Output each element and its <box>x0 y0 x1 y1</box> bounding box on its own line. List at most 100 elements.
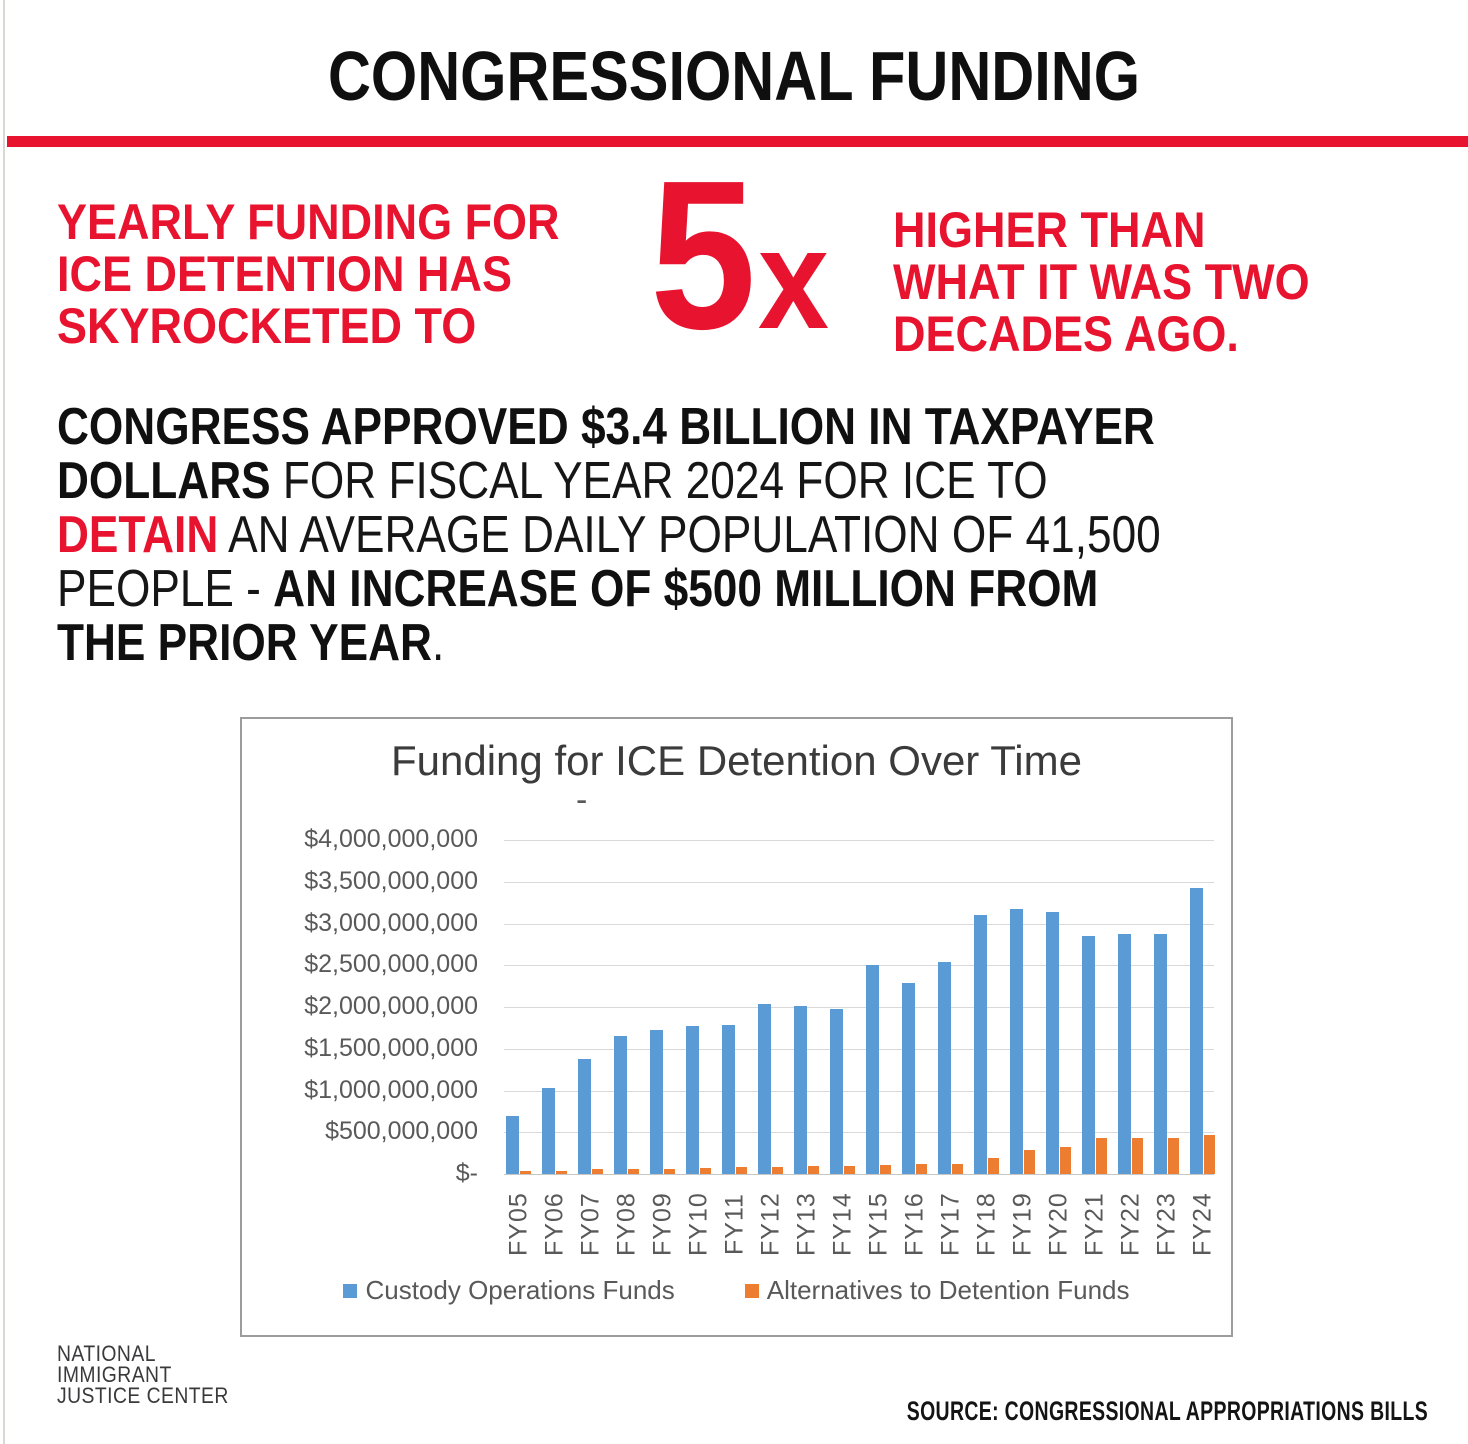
title-divider-rule <box>7 136 1468 147</box>
x-axis-tick-label: FY05 <box>504 1192 533 1256</box>
legend-item-custody: Custody Operations Funds <box>343 1275 675 1306</box>
alternatives-to-detention-bar <box>988 1158 999 1174</box>
x-axis-tick-label: FY24 <box>1188 1192 1217 1256</box>
chart-gridline <box>504 840 1214 841</box>
paragraph-line: DETAIN AN AVERAGE DAILY POPULATION OF 41… <box>57 508 1161 562</box>
paragraph-segment: FOR FISCAL YEAR 2024 FOR ICE TO <box>270 452 1048 510</box>
alternatives-to-detention-bar <box>1204 1135 1215 1174</box>
custody-operations-bar <box>830 1008 843 1174</box>
custody-operations-bar <box>578 1058 591 1174</box>
chart-gridline <box>504 1007 1214 1008</box>
logo-line: JUSTICE CENTER <box>57 1383 229 1408</box>
alternatives-to-detention-bar <box>952 1163 963 1174</box>
bar-chart: Funding for ICE Detention Over Time - Cu… <box>240 717 1233 1337</box>
atd-legend-swatch-icon <box>744 1283 759 1298</box>
chart-title: Funding for ICE Detention Over Time <box>391 737 1082 784</box>
x-axis-tick-label: FY14 <box>828 1192 857 1256</box>
chart-gridline <box>504 965 1214 967</box>
legend-label-atd: Alternatives to Detention Funds <box>766 1275 1130 1305</box>
custody-operations-bar <box>866 965 879 1174</box>
stat-left-text: YEARLY FUNDING FOR ICE DETENTION HAS SKY… <box>57 196 560 352</box>
x-axis-tick-label: FY07 <box>576 1192 605 1256</box>
paragraph-line: DOLLARS FOR FISCAL YEAR 2024 FOR ICE TO <box>57 454 1161 508</box>
chart-gridline <box>504 1132 1214 1134</box>
alternatives-to-detention-bar <box>700 1168 711 1174</box>
custody-operations-bar <box>1082 936 1095 1174</box>
nijc-logo: NATIONAL IMMIGRANT JUSTICE CENTER <box>57 1343 229 1408</box>
paragraph-line: PEOPLE - AN INCREASE OF $500 MILLION FRO… <box>57 562 1161 616</box>
chart-legend: Custody Operations Funds Alternatives to… <box>242 1275 1231 1306</box>
stat-left-line: ICE DETENTION HAS <box>57 246 513 302</box>
alternatives-to-detention-bar <box>844 1165 855 1174</box>
alternatives-to-detention-bar <box>736 1167 747 1174</box>
paragraph-segment: CONGRESS APPROVED $3.4 BILLION IN TAXPAY… <box>57 398 1155 456</box>
chart-stray-dash: - <box>576 781 588 819</box>
alternatives-to-detention-bar <box>628 1168 639 1174</box>
paragraph-segment: AN INCREASE OF $500 MILLION FROM <box>273 560 1099 618</box>
x-axis-tick-label: FY18 <box>972 1192 1001 1256</box>
alternatives-to-detention-bar <box>1132 1137 1143 1174</box>
chart-gridline <box>504 881 1214 883</box>
custody-operations-bar <box>614 1036 627 1174</box>
alternatives-to-detention-bar <box>520 1170 531 1174</box>
paragraph-segment-detain: DETAIN <box>57 506 219 564</box>
body-paragraph: CONGRESS APPROVED $3.4 BILLION IN TAXPAY… <box>57 400 1161 670</box>
legend-label-custody: Custody Operations Funds <box>365 1275 675 1305</box>
y-axis-tick-label: $3,500,000,000 <box>304 866 478 895</box>
alternatives-to-detention-bar <box>1024 1149 1035 1174</box>
y-axis-tick-label: $500,000,000 <box>325 1117 478 1146</box>
paragraph-segment: THE PRIOR YEAR <box>57 614 432 672</box>
custody-operations-bar <box>1154 934 1167 1174</box>
stat-left-line: SKYROCKETED TO <box>57 298 477 354</box>
stat-left-line: YEARLY FUNDING FOR <box>57 194 560 250</box>
x-axis-tick-label: FY10 <box>684 1192 713 1256</box>
y-axis-tick-label: $1,000,000,000 <box>304 1075 478 1104</box>
custody-operations-bar <box>542 1087 555 1174</box>
custody-operations-bar <box>722 1024 735 1174</box>
paragraph-segment: PEOPLE - <box>57 560 274 618</box>
logo-line: IMMIGRANT <box>57 1362 172 1387</box>
paragraph-segment: DOLLARS <box>57 452 271 510</box>
chart-gridline <box>504 1048 1214 1050</box>
custody-operations-bar <box>1190 887 1203 1174</box>
paragraph-line: CONGRESS APPROVED $3.4 BILLION IN TAXPAY… <box>57 400 1161 454</box>
stat-right-line: HIGHER THAN <box>893 202 1206 258</box>
alternatives-to-detention-bar <box>916 1163 927 1174</box>
y-axis-tick-label: $2,000,000,000 <box>304 992 478 1020</box>
x-axis-tick-label: FY08 <box>612 1192 641 1256</box>
x-axis-tick-label: FY15 <box>864 1192 893 1256</box>
custody-operations-bar <box>506 1115 519 1174</box>
left-edge-line <box>3 0 5 1444</box>
custody-operations-bar <box>974 915 987 1174</box>
chart-gridline <box>504 1174 1214 1175</box>
x-axis-tick-label: FY20 <box>1044 1192 1073 1256</box>
custody-operations-bar <box>1046 911 1059 1174</box>
source-attribution: SOURCE: CONGRESSIONAL APPROPRIATIONS BIL… <box>906 1396 1428 1426</box>
stat-right-line: DECADES AGO. <box>893 306 1239 362</box>
stat-multiplier: 5 x <box>650 149 830 361</box>
alternatives-to-detention-bar <box>1060 1147 1071 1174</box>
x-axis-tick-label: FY09 <box>648 1192 677 1256</box>
x-axis-tick-label: FY13 <box>792 1192 821 1256</box>
stat-right-text: HIGHER THAN WHAT IT WAS TWO DECADES AGO. <box>893 204 1310 360</box>
stat-multiplier-suffix: x <box>757 200 830 359</box>
page-title: CONGRESSIONAL FUNDING <box>327 37 1141 115</box>
y-axis-tick-label: $1,500,000,000 <box>304 1033 478 1062</box>
alternatives-to-detention-bar <box>808 1165 819 1174</box>
custody-operations-bar <box>902 982 915 1174</box>
legend-item-atd: Alternatives to Detention Funds <box>744 1275 1130 1306</box>
custody-operations-bar <box>758 1003 771 1174</box>
x-axis-tick-label: FY23 <box>1152 1192 1181 1256</box>
alternatives-to-detention-bar <box>1096 1137 1107 1174</box>
alternatives-to-detention-bar <box>592 1168 603 1174</box>
custody-operations-bar <box>938 961 951 1174</box>
x-axis-tick-label: FY21 <box>1080 1192 1109 1256</box>
x-axis-tick-label: FY12 <box>756 1192 785 1256</box>
custody-operations-bar <box>650 1030 663 1174</box>
chart-gridline <box>504 1090 1214 1092</box>
stat-right-line: WHAT IT WAS TWO <box>893 254 1310 310</box>
x-axis-tick-label: FY19 <box>1008 1192 1037 1256</box>
alternatives-to-detention-bar <box>880 1164 891 1174</box>
paragraph-line: THE PRIOR YEAR. <box>57 616 1161 670</box>
x-axis-tick-label: FY17 <box>936 1192 965 1256</box>
